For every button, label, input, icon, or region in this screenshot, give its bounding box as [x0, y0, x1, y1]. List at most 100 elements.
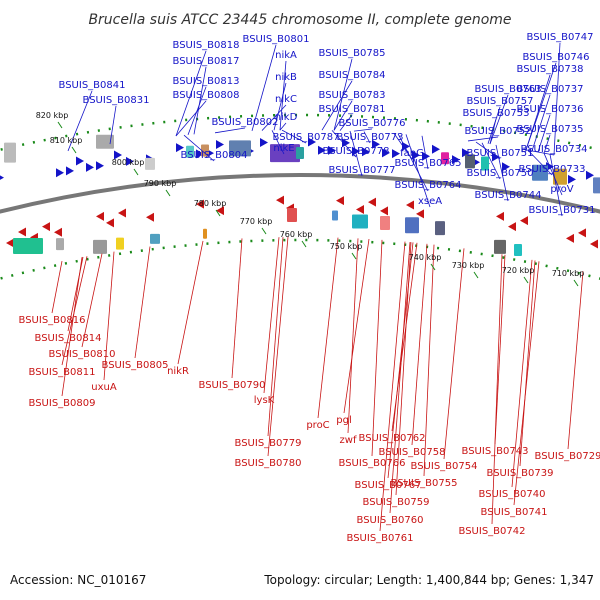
gene-feature-block	[465, 154, 475, 169]
scale-tick-mark	[301, 240, 307, 248]
reverse-leader-line	[371, 239, 383, 457]
scale-tick-mark	[351, 252, 357, 260]
scale-tick-mark	[215, 209, 221, 217]
gene-feature-block	[435, 221, 445, 236]
forward-gene-arrow	[308, 137, 316, 147]
gene-feature-block	[93, 239, 107, 254]
gene-feature-block	[229, 140, 251, 157]
forward-leader-line	[353, 128, 373, 132]
forward-gene-label: BSUIS_B0751	[467, 148, 534, 159]
reverse-gene-label: BSUIS_B0767	[355, 480, 422, 491]
gene-feature-block	[514, 244, 522, 257]
forward-leader-line	[531, 94, 551, 152]
forward-gene-label: proV	[550, 184, 573, 195]
gene-feature-block	[332, 210, 338, 221]
scale-tick-label: 770 kbp	[240, 217, 273, 226]
forward-leader-line	[549, 154, 563, 217]
forward-gene-label: BSUIS_B0757	[467, 96, 534, 107]
scale-tick-mark	[165, 189, 171, 197]
reverse-leader-line	[567, 271, 584, 450]
forward-gene-arrow	[0, 175, 4, 180]
reverse-gene-label: BSUIS_B0760	[357, 515, 424, 526]
reverse-gene-label: BSUIS_B0811	[29, 367, 96, 378]
scale-tick-mark	[523, 276, 529, 284]
reverse-gene-arrow	[118, 208, 126, 218]
reverse-leader-line	[267, 237, 289, 457]
reverse-leader-lines	[51, 237, 584, 532]
reverse-leader-line	[267, 237, 284, 437]
reverse-gene-label: BSUIS_B0741	[481, 507, 548, 518]
forward-leader-line	[193, 66, 207, 135]
forward-gene-arrow	[362, 147, 370, 157]
forward-gene-label: BSUIS_B0764	[395, 180, 462, 191]
forward-gene-arrow	[76, 156, 84, 166]
reverse-leader-line	[177, 240, 204, 365]
map-title: Brucella suis ATCC 23445 chromosome II, …	[88, 12, 511, 28]
forward-gene-label: BSUIS_B0813	[173, 76, 240, 87]
reverse-gene-arrow	[380, 206, 388, 216]
forward-gene-label: BSUIS_B0841	[59, 80, 126, 91]
reverse-gene-arrow	[276, 195, 284, 205]
forward-gene-label: BSUIS_B0747	[527, 32, 594, 43]
forward-leader-line	[523, 149, 555, 156]
gene-feature-block	[441, 152, 449, 165]
forward-leader-line	[273, 82, 287, 131]
reverse-leader-line	[491, 254, 503, 525]
reverse-leader-line	[389, 242, 411, 514]
forward-gene-label: BSUIS_B0804	[181, 150, 248, 161]
forward-gene-label: BSUIS_B0773	[337, 132, 404, 143]
forward-gene-label: BSUIS_B0735	[517, 124, 584, 135]
scale-tick-label: 750 kbp	[330, 242, 363, 251]
forward-gene-label: nikB	[275, 72, 297, 83]
forward-leader-line	[109, 105, 117, 145]
forward-leader-line	[537, 114, 551, 153]
scale-tick-label: 810 kbp	[50, 136, 83, 145]
reverse-gene-arrow	[54, 227, 62, 237]
forward-gene-label: BSUIS_B0734	[521, 144, 588, 155]
forward-gene-label: BSUIS_B0801	[243, 34, 310, 45]
forward-gene-arrow	[114, 150, 122, 160]
forward-leader-line	[489, 94, 509, 145]
reverse-gene-arrow	[416, 209, 424, 219]
forward-gene-label: BSUIS_B0802	[212, 117, 279, 128]
reverse-gene-label: BSUIS_B0740	[479, 489, 546, 500]
reverse-gene-arrow	[356, 204, 364, 214]
scale-tick-label: 710 kbp	[552, 269, 585, 278]
reverse-leader-line	[443, 248, 465, 460]
gene-feature-block	[270, 144, 300, 163]
reverse-gene-labels: BSUIS_B0816BSUIS_B0814BSUIS_B0810BSUIS_B…	[19, 315, 600, 544]
forward-gene-arrow	[86, 162, 94, 172]
forward-gene-label: BSUIS_B0781	[319, 104, 386, 115]
forward-leader-line	[553, 42, 561, 156]
reverse-gene-label: BSUIS_B0779	[235, 438, 302, 449]
forward-leader-line	[331, 130, 357, 158]
forward-leader-line	[543, 134, 551, 154]
scale-tick-mark	[71, 146, 77, 154]
reverse-gene-label: BSUIS_B0762	[359, 433, 426, 444]
reverse-leader-line	[519, 260, 536, 467]
reverse-gene-arrow	[18, 227, 26, 237]
forward-gene-arrow	[176, 143, 184, 153]
reverse-leader-line	[51, 261, 63, 314]
reverse-leader-line	[231, 238, 243, 379]
reverse-leader-line	[423, 244, 435, 477]
reverse-gene-label: BSUIS_B0739	[487, 468, 554, 479]
reverse-gene-label: BSUIS_B0742	[459, 526, 526, 537]
reverse-gene-label: BSUIS_B0761	[347, 533, 414, 544]
forward-gene-label: nikD	[275, 112, 298, 123]
reverse-leader-line	[395, 242, 412, 496]
gene-feature-block	[56, 238, 64, 251]
gene-feature-block	[150, 233, 160, 244]
reverse-gene-label: BSUIS_B0758	[379, 447, 446, 458]
forward-leader-line	[475, 141, 501, 160]
reverse-gene-label: BSUIS_B0729	[535, 451, 600, 462]
forward-gene-label: nikE	[273, 143, 294, 154]
reverse-gene-label: pgl	[336, 415, 351, 426]
forward-gene-arrow	[126, 156, 134, 166]
forward-gene-label: BSUIS_B0783	[319, 90, 386, 101]
forward-gene-label: BSUIS_B0808	[173, 90, 240, 101]
reverse-gene-label: proC	[306, 420, 329, 431]
forward-gene-label: BSUIS_B0817	[173, 56, 240, 67]
reverse-gene-label: lysK	[254, 395, 275, 406]
